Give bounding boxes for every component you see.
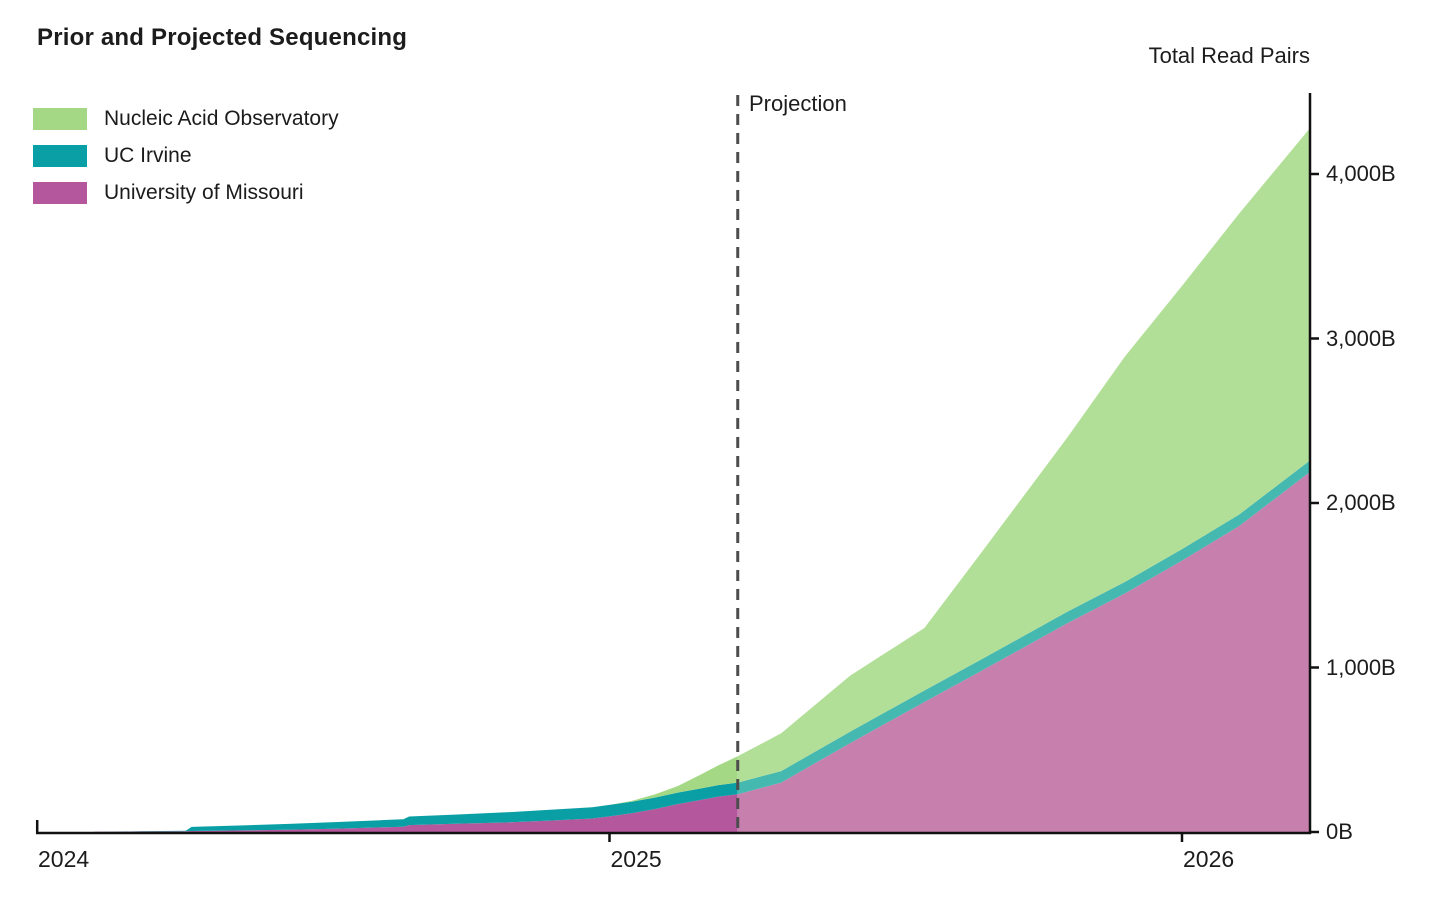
legend-label: UC Irvine bbox=[104, 144, 192, 167]
area-uc-irvine-prior bbox=[94, 782, 738, 832]
legend-swatch-magenta bbox=[33, 182, 87, 204]
area-university-of-missouri-prior bbox=[94, 794, 738, 832]
legend-label: Nucleic Acid Observatory bbox=[104, 107, 339, 130]
x-tick-label-2026: 2026 bbox=[1183, 846, 1235, 872]
projection-annotation: Projection bbox=[749, 91, 847, 116]
y-tick-label-4,000B: 4,000B bbox=[1326, 161, 1396, 186]
legend-item-uc-irvine: UC Irvine bbox=[33, 143, 339, 169]
x-tick-label-2025: 2025 bbox=[610, 846, 662, 872]
legend: Nucleic Acid Observatory UC Irvine Unive… bbox=[33, 106, 339, 217]
legend-swatch-teal bbox=[33, 145, 87, 167]
y-tick-label-0B: 0B bbox=[1326, 819, 1353, 844]
y-tick-label-2,000B: 2,000B bbox=[1326, 490, 1396, 515]
page-title: Prior and Projected Sequencing bbox=[37, 24, 408, 51]
x-tick-label-2024: 2024 bbox=[38, 846, 90, 872]
area-nucleic-acid-observatory-projected bbox=[737, 127, 1311, 783]
area-university-of-missouri-projected bbox=[737, 471, 1311, 832]
legend-label: University of Missouri bbox=[104, 181, 304, 204]
legend-swatch-green bbox=[33, 108, 87, 130]
legend-item-nucleic-acid-observatory: Nucleic Acid Observatory bbox=[33, 106, 339, 132]
y-tick-label-3,000B: 3,000B bbox=[1326, 325, 1396, 351]
y-axis-title: Total Read Pairs bbox=[1148, 43, 1310, 68]
legend-item-university-of-missouri: University of Missouri bbox=[33, 180, 339, 206]
y-tick-label-1,000B: 1,000B bbox=[1326, 654, 1396, 680]
